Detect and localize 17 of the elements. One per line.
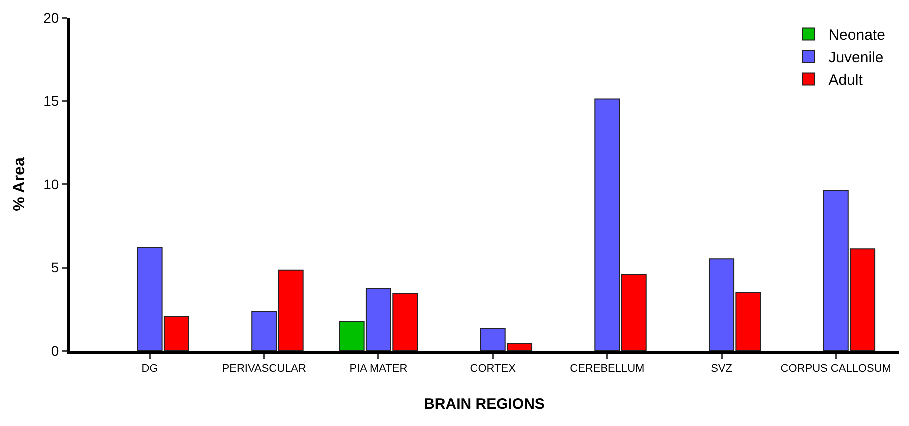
y-tick-label: 20 <box>44 10 60 26</box>
y-tick-label: 10 <box>44 176 60 192</box>
x-axis-title: BRAIN REGIONS <box>424 396 545 414</box>
y-tick-label: 5 <box>51 260 60 276</box>
x-tick-label: CORTEX <box>470 363 517 376</box>
x-tick-label: CORPUS CALLOSUM <box>780 363 892 376</box>
y-tick-label: 15 <box>44 93 60 110</box>
legend-label: Juvenile <box>828 50 884 67</box>
x-tick-label: PIA MATER <box>350 363 408 376</box>
y-axis-title: % Area <box>12 158 29 212</box>
x-tick-label: PERIVASCULAR <box>222 363 307 376</box>
y-tick-label: 0 <box>51 342 60 359</box>
x-tick-label: CEREBELLUM <box>570 363 645 376</box>
legend-label: Adult <box>828 72 864 90</box>
x-tick-label: SVZ <box>711 363 733 376</box>
x-tick-label: DG <box>142 363 158 376</box>
legend-label: Neonate <box>828 27 886 44</box>
